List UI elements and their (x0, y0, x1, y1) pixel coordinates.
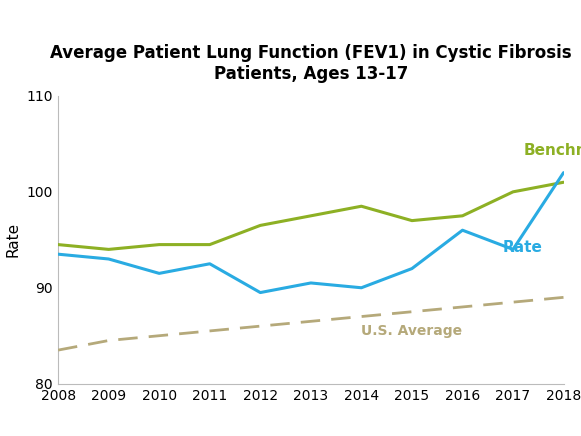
Text: Average Patient Lung Function (FEV1) in Cystic Fibrosis
Patients, Ages 13-17: Average Patient Lung Function (FEV1) in … (50, 44, 572, 83)
Text: Rate: Rate (503, 240, 543, 255)
Text: Benchmark: Benchmark (523, 143, 581, 158)
Text: U.S. Average: U.S. Average (361, 324, 462, 338)
Y-axis label: Rate: Rate (5, 222, 20, 257)
